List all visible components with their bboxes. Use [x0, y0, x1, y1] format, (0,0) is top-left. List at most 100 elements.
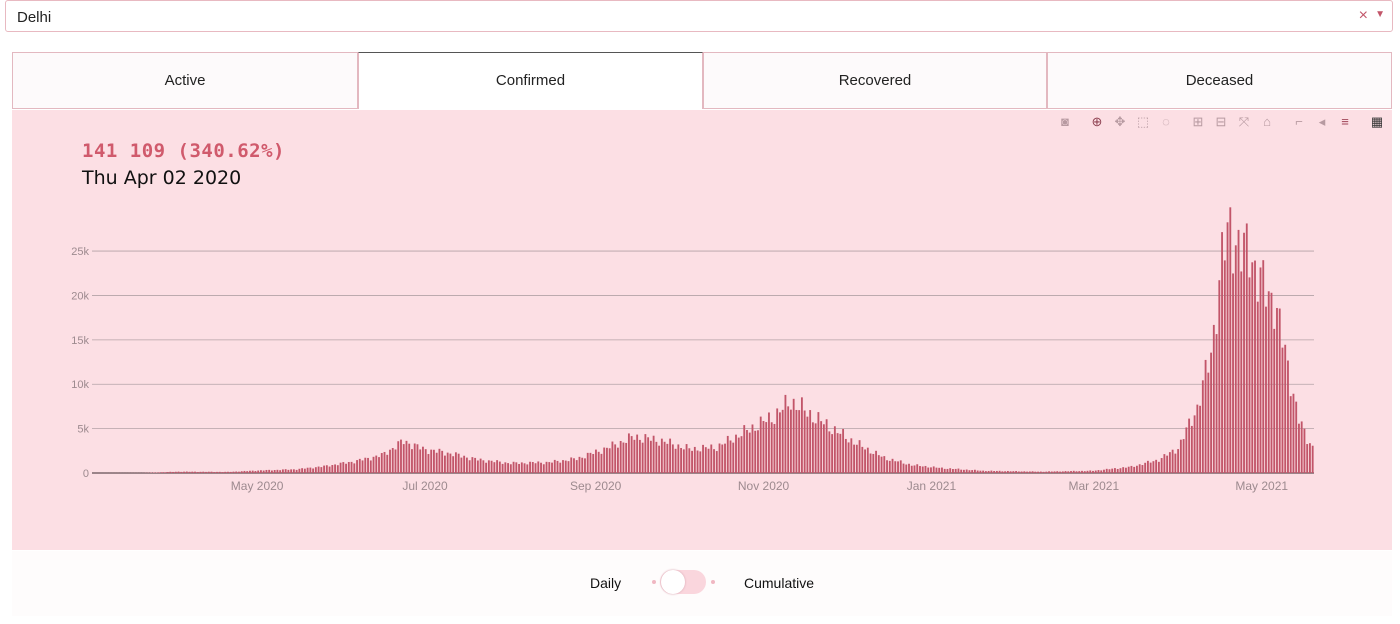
tab-active[interactable]: Active	[12, 52, 358, 109]
autoscale-icon[interactable]: ⤧	[1238, 114, 1250, 129]
bar	[394, 449, 397, 473]
toggle-knob[interactable]	[661, 570, 685, 594]
bar	[375, 455, 378, 473]
zoom-icon[interactable]: ⊕	[1091, 114, 1103, 129]
pan-icon[interactable]: ✥	[1114, 114, 1126, 129]
bar	[295, 469, 298, 473]
lasso-icon[interactable]: ◌	[1162, 114, 1170, 129]
bar	[927, 467, 930, 473]
bar	[172, 471, 174, 473]
bar	[364, 457, 367, 473]
bar	[1240, 271, 1243, 473]
bar	[1092, 470, 1094, 473]
bar	[1119, 468, 1122, 473]
bar	[564, 460, 567, 473]
bar	[397, 441, 400, 473]
bar	[899, 460, 902, 473]
bar	[1078, 471, 1081, 473]
bar	[853, 444, 856, 473]
bar	[790, 409, 792, 473]
bar	[699, 451, 702, 473]
bar	[562, 460, 564, 473]
bar	[842, 428, 845, 473]
daily-label: Daily	[590, 575, 622, 591]
bar	[213, 472, 216, 473]
bar	[1284, 344, 1287, 473]
bar	[419, 449, 422, 473]
bar	[946, 468, 949, 473]
bar	[1006, 470, 1009, 473]
camera-icon[interactable]: ◙	[1061, 114, 1069, 129]
spike-lines-icon[interactable]: ⌐	[1295, 114, 1303, 129]
bar	[1171, 449, 1174, 473]
bar	[858, 440, 861, 473]
tab-confirmed[interactable]: Confirmed	[358, 52, 703, 109]
bar	[1204, 359, 1207, 473]
bar	[600, 453, 603, 473]
bar	[207, 471, 210, 473]
bar	[441, 450, 444, 473]
bar	[938, 467, 941, 473]
bar	[748, 432, 751, 473]
bar	[545, 461, 548, 473]
chevron-down-icon[interactable]: ▼	[1375, 9, 1385, 20]
bar	[185, 471, 188, 473]
bar	[347, 461, 350, 473]
bar	[1141, 465, 1144, 473]
bar	[161, 472, 163, 473]
bar	[721, 444, 724, 473]
bar	[314, 467, 317, 473]
bar	[526, 464, 529, 473]
bar	[1039, 471, 1042, 473]
x-tick-label: Jul 2020	[402, 479, 448, 493]
bar	[1289, 396, 1292, 473]
bar	[1298, 423, 1300, 473]
chart-modebar: ◙ ⊕ ✥ ⬚ ◌ ⊞ ⊟ ⤧ ⌂ ⌐ ◂ ≡ ▦	[1057, 114, 1387, 132]
daily-cases-bar-chart[interactable]: 0 5k 10k 15k 20k 25k May 2020 Jul 2020 Sep 2020 N…	[12, 110, 1392, 550]
plotly-logo-icon[interactable]: ▦	[1370, 114, 1384, 129]
daily-cumulative-toggle[interactable]	[660, 570, 706, 594]
bar	[356, 460, 358, 473]
bar	[1201, 380, 1204, 473]
bar	[276, 469, 279, 473]
bar	[334, 464, 336, 473]
zoom-out-icon[interactable]: ⊟	[1215, 114, 1227, 129]
bar	[1232, 273, 1234, 473]
bar	[205, 471, 207, 473]
bar	[1094, 470, 1097, 473]
location-select[interactable]: Delhi × ▼	[5, 0, 1393, 32]
home-icon[interactable]: ⌂	[1263, 114, 1271, 129]
zoom-in-icon[interactable]: ⊞	[1192, 114, 1204, 129]
bar	[369, 460, 372, 473]
bar	[655, 441, 658, 473]
toggle-left-dot	[652, 580, 656, 584]
bar	[595, 449, 597, 473]
bar	[633, 439, 636, 473]
bar	[1278, 308, 1281, 473]
bar	[1168, 452, 1171, 473]
bar	[726, 435, 729, 473]
clear-icon[interactable]: ×	[1358, 7, 1368, 24]
bar	[589, 452, 592, 473]
tab-recovered[interactable]: Recovered	[703, 52, 1047, 109]
bar	[883, 456, 886, 473]
hover-closest-icon[interactable]: ◂	[1318, 114, 1326, 129]
bar	[468, 460, 471, 473]
bar	[188, 471, 191, 473]
bar	[152, 472, 155, 473]
x-tick-label: Sep 2020	[570, 479, 622, 493]
bar	[765, 422, 768, 473]
bar	[1166, 455, 1169, 473]
tab-label: Confirmed	[495, 72, 566, 89]
tab-deceased[interactable]: Deceased	[1047, 52, 1392, 109]
bar	[433, 449, 435, 473]
x-tick-label: Jan 2021	[907, 479, 957, 493]
bar	[1020, 471, 1023, 473]
bar	[476, 460, 479, 473]
x-tick-label: May 2020	[231, 479, 284, 493]
bar	[1026, 471, 1029, 473]
bar	[196, 471, 199, 473]
box-select-icon[interactable]: ⬚	[1136, 114, 1150, 129]
hover-compare-icon[interactable]: ≡	[1341, 114, 1349, 129]
bar	[454, 452, 457, 473]
